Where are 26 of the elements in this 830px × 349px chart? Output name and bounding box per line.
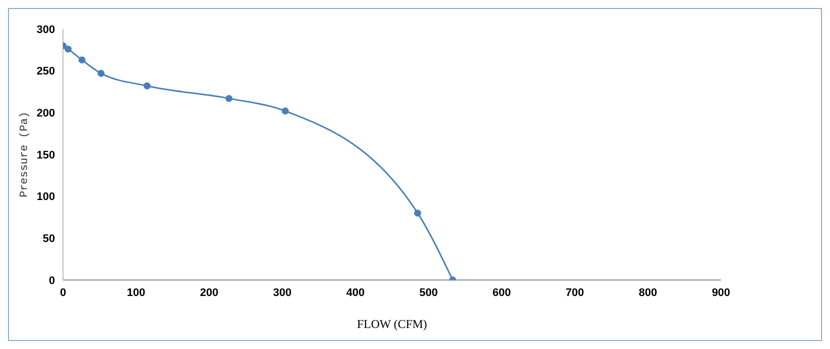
y-tick-label: 0 [48, 274, 55, 287]
x-tick-label: 900 [712, 286, 730, 299]
point [414, 210, 422, 217]
point [225, 94, 232, 102]
y-tick-label: 200 [36, 108, 55, 120]
x-tick-label: 100 [126, 286, 146, 299]
x-axis-title: FLOW (CFM) [356, 317, 428, 331]
x-tick-label: 400 [346, 286, 365, 299]
y-tick-label: 50 [42, 233, 55, 246]
x-tick-label: 500 [419, 286, 438, 299]
y-tick-label: 300 [36, 24, 55, 36]
y-tick-label: 100 [36, 191, 55, 204]
x-tick-label: 700 [566, 286, 584, 299]
point [282, 107, 289, 114]
point [98, 70, 105, 77]
x-tick-label: 200 [200, 286, 218, 299]
y-tick-label: 250 [36, 66, 55, 78]
x-tick-label: 0 [60, 286, 66, 299]
y-tick-label: 150 [36, 149, 55, 162]
y-axis-title: Pressure (Pa) [18, 112, 31, 198]
x-tick-label: 300 [273, 286, 292, 299]
point [144, 82, 151, 90]
point [64, 46, 72, 53]
point [78, 56, 86, 64]
x-tick-label: 800 [638, 286, 658, 299]
x-tick-label: 600 [492, 286, 511, 299]
